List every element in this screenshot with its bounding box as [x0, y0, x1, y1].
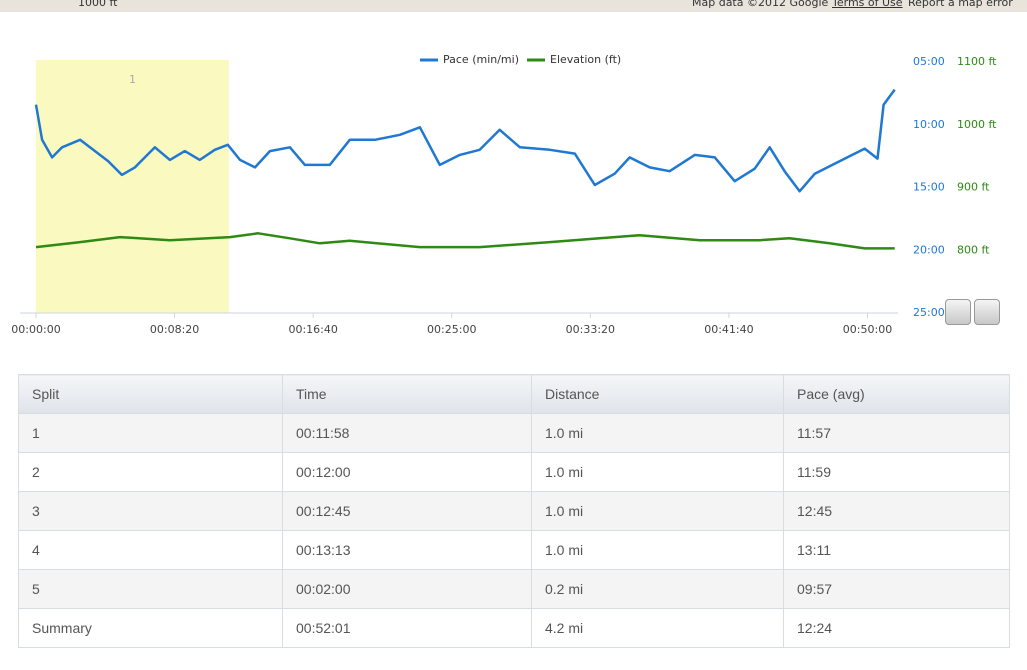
table-cell: 1 — [18, 413, 283, 453]
header-cell: Time — [282, 374, 532, 414]
map-report[interactable]: Report a map error — [908, 0, 1013, 9]
y-tick-label: 10:00 — [913, 118, 945, 131]
legend-label: Pace (min/mi) — [443, 53, 519, 66]
header-cell: Pace (avg) — [783, 374, 1010, 414]
table-cell: 1.0 mi — [531, 413, 784, 453]
download-button[interactable] — [974, 299, 1000, 325]
table-cell: 1.0 mi — [531, 491, 784, 531]
y-tick-label: 15:00 — [913, 181, 945, 194]
x-tick-label: 00:33:20 — [566, 323, 615, 336]
header-cell: Distance — [531, 374, 784, 414]
legend-label: Elevation (ft) — [550, 53, 621, 66]
table-row: 1 00:11:58 1.0 mi 11:57 — [18, 413, 1010, 453]
table-cell: 13:11 — [783, 530, 1010, 570]
table-cell: 3 — [18, 491, 283, 531]
table-cell: 12:45 — [783, 491, 1010, 531]
x-tick-label: 00:00:00 — [11, 323, 60, 336]
table-cell: 00:52:01 — [282, 608, 532, 648]
y2-tick-label: 1100 ft — [957, 55, 997, 68]
y2-tick-label: 800 ft — [957, 243, 990, 256]
chart: 1 00:00:00 00:08:20 00:16:40 00:25:00 00:33:2… — [11, 53, 997, 336]
table-cell: 09:57 — [783, 569, 1010, 609]
table-cell: 5 — [18, 569, 283, 609]
table-cell: 2 — [18, 452, 283, 492]
x-tick-label: 00:25:00 — [427, 323, 476, 336]
y2-tick-label: 1000 ft — [957, 118, 997, 131]
table-row: 3 00:12:45 1.0 mi 12:45 — [18, 491, 1010, 531]
x-tick-label: 00:41:40 — [704, 323, 753, 336]
y2-tick-label: 900 ft — [957, 181, 990, 194]
highlight-band — [36, 60, 229, 313]
table-cell: 00:12:00 — [282, 452, 532, 492]
table-cell: 1.0 mi — [531, 530, 784, 570]
table-cell: 0.2 mi — [531, 569, 784, 609]
highlight-label: 1 — [129, 73, 136, 86]
y-tick-label: 25:00 — [913, 306, 945, 319]
header-cell: Split — [18, 374, 283, 414]
table-row: 4 00:13:13 1.0 mi 13:11 — [18, 530, 1010, 570]
table-row: 2 00:12:00 1.0 mi 11:59 — [18, 452, 1010, 492]
table-cell: 12:24 — [783, 608, 1010, 648]
print-button[interactable] — [945, 299, 971, 325]
table-cell: 11:57 — [783, 413, 1010, 453]
table-cell: 00:12:45 — [282, 491, 532, 531]
map-attribution: Map data ©2012 Google — [692, 0, 829, 9]
x-tick-label: 00:50:00 — [843, 323, 892, 336]
map-strip: 1000 ft Map data ©2012 Google Terms of U… — [0, 0, 1027, 12]
x-tick-label: 00:08:20 — [150, 323, 199, 336]
splits-table: Split Time Distance Pace (avg) 1 00:11:58 1.0 … — [18, 374, 1010, 648]
table-row: Summary 00:52:01 4.2 mi 12:24 — [18, 608, 1010, 648]
table-cell: 00:02:00 — [282, 569, 532, 609]
y-tick-label: 20:00 — [913, 243, 945, 256]
y-tick-label: 05:00 — [913, 55, 945, 68]
table-cell: 11:59 — [783, 452, 1010, 492]
header-row: Split Time Distance Pace (avg) — [18, 374, 1010, 414]
table-row: 5 00:02:00 0.2 mi 09:57 — [18, 569, 1010, 609]
table-cell: Summary — [18, 608, 283, 648]
table-cell: 4.2 mi — [531, 608, 784, 648]
series-line — [35, 232, 895, 250]
table-cell: 1.0 mi — [531, 452, 784, 492]
table-cell: 00:11:58 — [282, 413, 532, 453]
x-tick-label: 00:16:40 — [288, 323, 337, 336]
map-scale: 1000 ft — [78, 0, 118, 9]
table-cell: 00:13:13 — [282, 530, 532, 570]
series-line — [34, 88, 896, 193]
map-terms[interactable]: Terms of Use — [832, 0, 903, 9]
table-cell: 4 — [18, 530, 283, 570]
